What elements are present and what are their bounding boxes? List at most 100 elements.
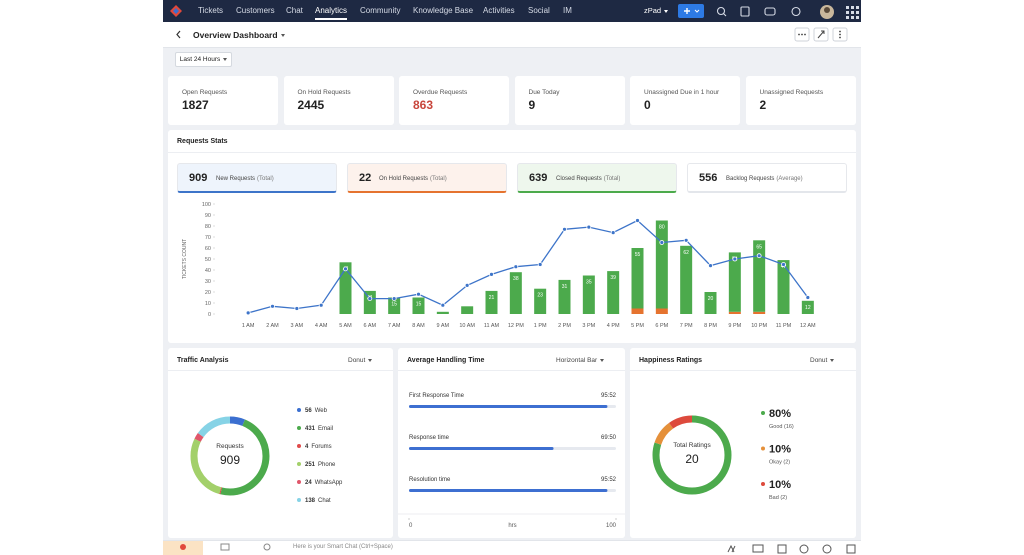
x-tick-label: 100 bbox=[606, 523, 617, 529]
stat-card: Unassigned Due in 1 hour 0 bbox=[630, 76, 740, 125]
nav-item[interactable]: Analytics bbox=[315, 6, 348, 20]
line-point bbox=[294, 306, 300, 311]
nav-item[interactable]: Community bbox=[360, 6, 401, 15]
bar-label: 31 bbox=[562, 284, 568, 290]
legend-dot bbox=[297, 498, 301, 502]
stat-card: On Hold Requests 2445 bbox=[283, 76, 394, 125]
bar-label: 15 bbox=[416, 302, 422, 308]
bar-label: 80 bbox=[659, 225, 665, 231]
back-button[interactable] bbox=[175, 30, 183, 39]
line-point bbox=[318, 302, 324, 308]
view-selector[interactable]: Horizontal Bar bbox=[556, 357, 605, 364]
add-button[interactable] bbox=[678, 4, 704, 18]
bar-segment bbox=[461, 306, 474, 314]
line-point bbox=[440, 302, 446, 308]
legend-name: WhatsApp bbox=[315, 480, 343, 486]
view-selector[interactable]: Donut bbox=[348, 357, 373, 364]
dashboard-switcher[interactable]: Overview Dashboard bbox=[193, 30, 285, 40]
line-point bbox=[562, 226, 567, 232]
nav-item[interactable]: Social bbox=[528, 6, 550, 15]
bar-segment bbox=[339, 262, 352, 314]
footer-icons bbox=[727, 544, 856, 554]
nav-item[interactable]: Customers bbox=[236, 6, 275, 15]
line-point bbox=[683, 237, 689, 243]
caret bbox=[280, 34, 285, 38]
donut-center-label: Total Ratings bbox=[673, 442, 711, 449]
bar-segment bbox=[363, 290, 376, 314]
summary-value: 909 bbox=[189, 172, 208, 184]
bar-segment bbox=[753, 311, 766, 314]
summary-label: On Hold Requests bbox=[379, 176, 429, 182]
x-tick-label: 10 AM bbox=[459, 323, 475, 329]
summary-card: 556 Backlog Requests (Average) bbox=[687, 163, 847, 193]
legend-percent: 80% bbox=[769, 408, 791, 420]
y-tick-label: 20 bbox=[205, 290, 211, 296]
summary-note: (Total) bbox=[430, 176, 447, 182]
workspace-switcher[interactable]: zPad bbox=[644, 6, 669, 15]
y-tick-label: 80 bbox=[205, 224, 211, 230]
stat-label: On Hold Requests bbox=[297, 89, 351, 96]
time-filter[interactable]: Last 24 Hours bbox=[175, 52, 232, 67]
y-tick-label: 100 bbox=[202, 202, 211, 208]
x-tick-label: 3 AM bbox=[291, 323, 304, 329]
bar bbox=[409, 489, 608, 492]
nav-item[interactable]: Activities bbox=[483, 6, 515, 15]
bar-segment bbox=[777, 260, 790, 314]
line-point bbox=[635, 218, 640, 223]
nav-item[interactable]: IM bbox=[563, 6, 572, 15]
legend-entry: 24 WhatsApp bbox=[305, 480, 343, 486]
summary-value: 639 bbox=[529, 172, 548, 184]
legend-value: 251 bbox=[305, 462, 316, 468]
nav-item[interactable]: Tickets bbox=[198, 6, 224, 15]
stat-card: Overdue Requests 863 bbox=[399, 76, 509, 125]
top-nav: Tickets Customers Chat Analytics Community Kn… bbox=[163, 0, 861, 22]
donut-center-label: Requests bbox=[216, 443, 244, 450]
bar-label: 38 bbox=[513, 276, 519, 282]
summary-note: (Total) bbox=[257, 176, 274, 182]
divider bbox=[630, 370, 856, 371]
nav-item[interactable]: Knowledge Base bbox=[413, 6, 474, 15]
line-point bbox=[245, 310, 251, 316]
bar-segment bbox=[607, 271, 620, 314]
legend-entry: 56 Web bbox=[305, 408, 328, 414]
stat-label: Overdue Requests bbox=[413, 89, 468, 96]
smart-chat-hint[interactable]: Here is your Smart Chat (Ctrl+Space) bbox=[293, 544, 393, 550]
x-tick-label: 4 AM bbox=[315, 323, 328, 329]
stat-value: 2445 bbox=[297, 98, 325, 112]
caret bbox=[223, 57, 228, 61]
nav-item[interactable]: Chat bbox=[286, 6, 303, 15]
legend-name: Okay (2) bbox=[769, 460, 790, 466]
bar-name: First Response Time bbox=[409, 393, 465, 399]
line-point bbox=[708, 263, 713, 269]
x-tick-label: 2 PM bbox=[558, 323, 571, 329]
bar-segment bbox=[388, 297, 401, 314]
workspace-name: zPad bbox=[644, 6, 662, 15]
bar-label: 62 bbox=[683, 250, 689, 256]
bar-segment bbox=[631, 248, 644, 309]
header-actions bbox=[794, 27, 848, 42]
view-selector[interactable]: Donut bbox=[810, 357, 835, 364]
stat-value: 1827 bbox=[182, 98, 209, 112]
x-tick-label: 8 AM bbox=[412, 323, 425, 329]
x-tick-label: 5 AM bbox=[339, 323, 352, 329]
stat-label: Unassigned Due in 1 hour bbox=[644, 89, 720, 96]
y-tick-label: 0 bbox=[208, 312, 211, 318]
bar-label: 23 bbox=[537, 293, 543, 299]
bar-label: 65 bbox=[756, 244, 762, 250]
summary-label: Backlog Requests bbox=[726, 176, 775, 182]
panel-title: Traffic Analysis bbox=[177, 357, 229, 364]
bar-value-label: 69:50 bbox=[601, 435, 617, 441]
y-tick-label: 60 bbox=[205, 246, 211, 252]
bar-segment bbox=[412, 297, 425, 314]
x-tick-label: 7 AM bbox=[388, 323, 401, 329]
stat-card: Unassigned Requests 2 bbox=[745, 76, 856, 125]
legend-entry: 251 Phone bbox=[305, 462, 336, 468]
bar-segment bbox=[558, 279, 571, 314]
view-label: Donut bbox=[810, 357, 828, 364]
line-point bbox=[367, 296, 373, 302]
bar-label: 35 bbox=[586, 280, 592, 286]
summary-note: (Average) bbox=[776, 176, 803, 182]
summary-label-group: Closed Requests (Total) bbox=[556, 176, 620, 182]
divider bbox=[398, 370, 625, 371]
stat-value: 0 bbox=[644, 98, 651, 112]
